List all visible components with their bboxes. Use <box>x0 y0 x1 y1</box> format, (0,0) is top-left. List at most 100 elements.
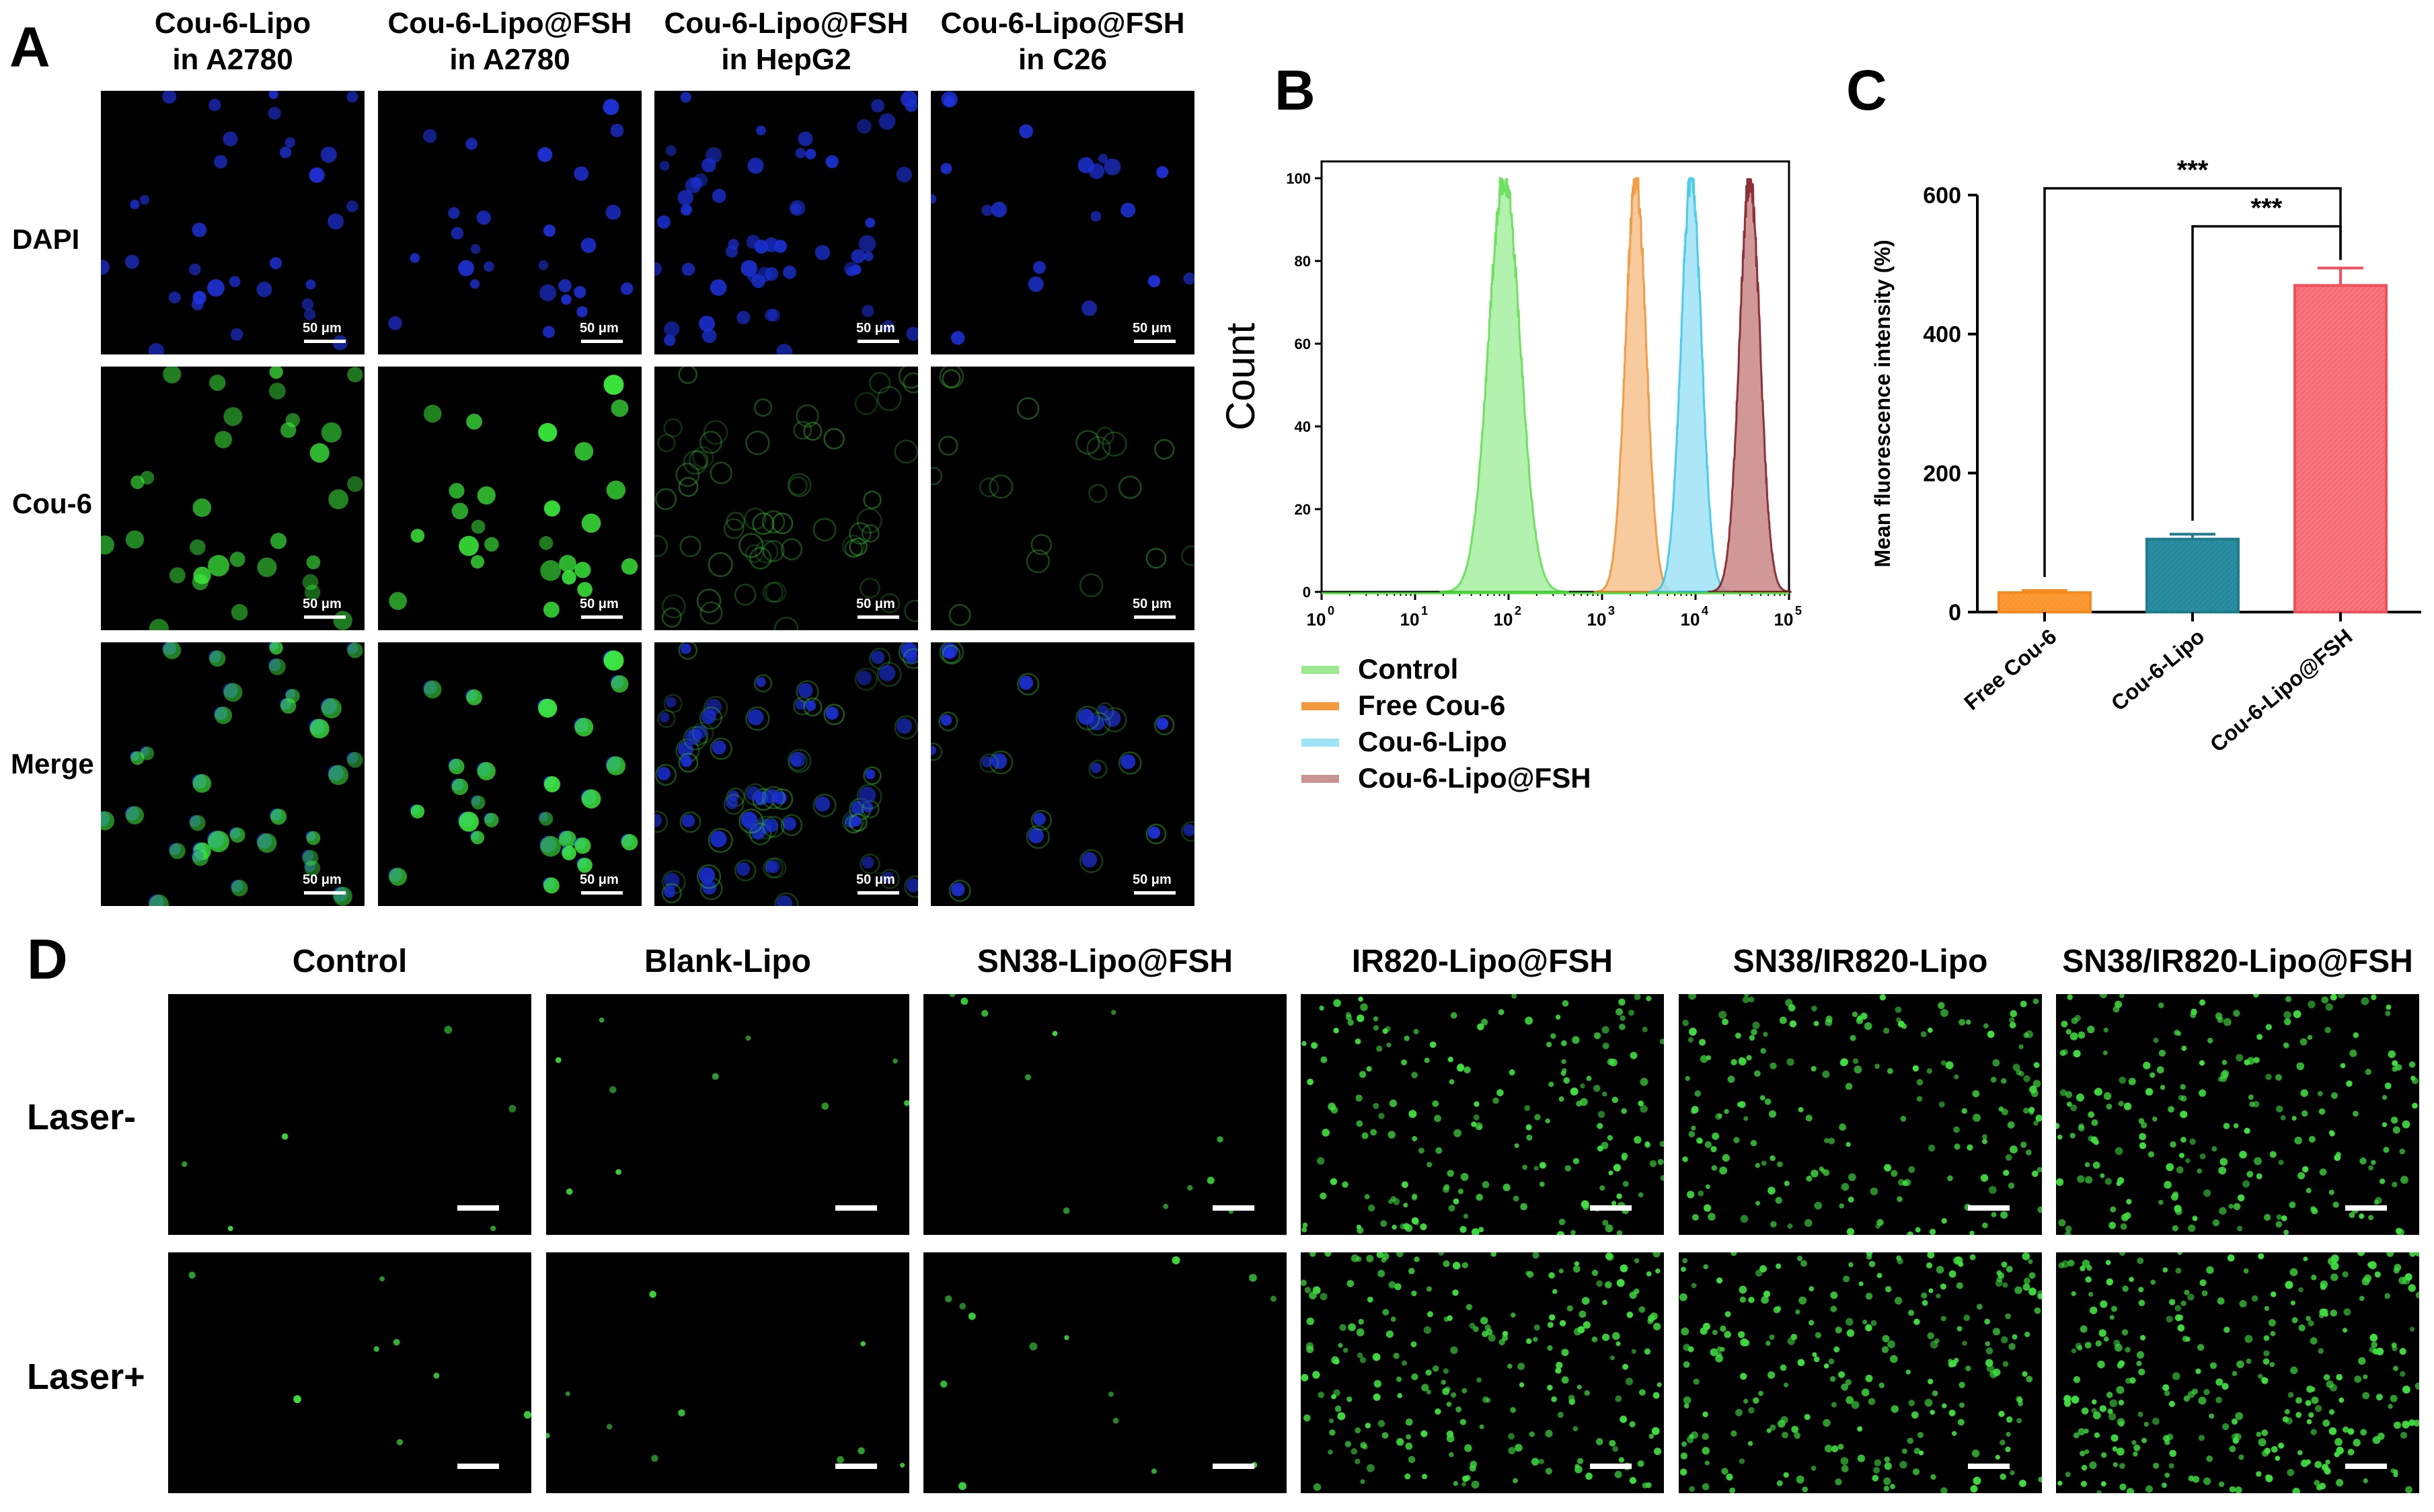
cell-dot <box>1619 1023 1626 1030</box>
cell-dot <box>1514 1143 1519 1148</box>
cell-dot <box>1720 1325 1726 1332</box>
cell-membrane <box>849 537 868 556</box>
cell-membrane <box>708 827 733 854</box>
scale-label: 50 μm <box>303 597 342 611</box>
cell-dot <box>1883 1477 1891 1485</box>
cell-membrane <box>849 522 872 545</box>
cell-dot <box>2106 1278 2114 1286</box>
cell-dot <box>2088 1111 2095 1119</box>
cell-fluorescence <box>270 533 287 550</box>
cell-dot <box>1373 1393 1381 1401</box>
cell-dot <box>2283 1011 2291 1019</box>
cell-dot <box>1207 1176 1215 1184</box>
cell-dot <box>1319 1006 1324 1011</box>
cell-dot <box>1346 1280 1355 1287</box>
cell-dot <box>1682 1258 1688 1264</box>
cell-dot <box>2174 1305 2181 1312</box>
cell-dot <box>1411 1195 1417 1201</box>
cell-dot <box>2305 1459 2311 1465</box>
cell-fluorescence <box>562 845 576 861</box>
cell-dot <box>1248 1273 1257 1282</box>
cell-dot <box>1696 1137 1703 1144</box>
cell-dot <box>1970 1485 1978 1493</box>
nucleus <box>751 274 765 289</box>
cell-dot <box>1638 1306 1646 1313</box>
nucleus <box>798 683 813 698</box>
cell-dot <box>2311 1275 2317 1281</box>
cell-dot <box>1580 1083 1585 1089</box>
cell-dot <box>2217 1297 2225 1305</box>
cell-dot <box>1337 1412 1346 1421</box>
cell-dot <box>2253 1057 2260 1063</box>
cell-dot <box>2221 1059 2228 1065</box>
cell-dot <box>1396 1438 1404 1446</box>
cell-dot <box>2338 1397 2345 1403</box>
cell-dot <box>1752 1021 1760 1030</box>
cell-dot <box>1508 1447 1516 1455</box>
cell-dot <box>2393 1421 2401 1429</box>
cell-dot <box>1769 1334 1775 1340</box>
nucleus <box>944 648 955 658</box>
cell-dot <box>2090 1306 2098 1314</box>
cell-dot <box>2136 1351 2145 1359</box>
cell-dot <box>1513 1478 1518 1484</box>
scale-label: 50 μm <box>856 872 895 887</box>
cell-dot <box>2188 1224 2196 1232</box>
cell-dot <box>1716 1352 1722 1357</box>
cell-dot <box>1461 1388 1468 1394</box>
nucleus <box>1183 272 1194 285</box>
cell-dot <box>2256 1431 2262 1437</box>
nucleus <box>789 200 806 216</box>
cell-dot <box>2386 1252 2394 1257</box>
cell-dot <box>1507 1363 1513 1369</box>
cell-dot <box>1798 1106 1804 1112</box>
cell-dot <box>1865 1374 1873 1382</box>
nucleus <box>268 106 281 120</box>
cell-dot <box>1983 1023 1989 1029</box>
cell-dot <box>2330 994 2337 1001</box>
cell-dot <box>1324 1252 1332 1257</box>
cell-dot <box>1545 1468 1552 1475</box>
cell-dot <box>2137 1257 2144 1264</box>
cell-dot <box>1691 1283 1697 1289</box>
cell-dot <box>2065 1028 2071 1035</box>
nucleus <box>776 895 793 906</box>
cell-dot <box>1895 1017 1901 1023</box>
cell-membrane <box>938 712 958 732</box>
cell-dot <box>2160 1085 2166 1090</box>
cell-dot <box>1823 1169 1830 1176</box>
cell-dot <box>2394 1264 2402 1271</box>
cell-dot <box>2012 1334 2018 1340</box>
cell-dot <box>2184 1289 2190 1295</box>
nucleus <box>1120 202 1136 218</box>
cell-dot <box>1488 1334 1496 1342</box>
cell-dot <box>1722 1154 1730 1162</box>
cell-membrane <box>898 367 918 389</box>
cell-dot <box>2369 1333 2378 1342</box>
column-header: Cou-6-Lipo@FSH in C26 <box>917 5 1208 78</box>
nucleus <box>882 320 894 332</box>
cell-fluorescence <box>347 367 363 383</box>
nucleus <box>746 235 761 249</box>
nucleus <box>1104 158 1121 176</box>
cell-fluorescence <box>538 422 558 443</box>
cell-dot <box>1270 1295 1277 1302</box>
cell-dot <box>2138 1368 2145 1376</box>
cell-dot <box>1339 1324 1346 1331</box>
cell-dot <box>1620 1015 1626 1021</box>
cell-dot <box>1913 1447 1921 1455</box>
cell-dot <box>1679 1468 1687 1476</box>
cell-fluorescence <box>285 413 300 428</box>
cell-dot <box>2084 1341 2092 1349</box>
cell-dot <box>1956 1326 1963 1332</box>
cell-dot <box>1683 1361 1690 1368</box>
cell-dot <box>1414 1219 1420 1225</box>
cell-dot <box>2080 1325 2088 1333</box>
cell-dot <box>1784 1180 1790 1186</box>
cell-dot <box>1760 1048 1766 1054</box>
cell-dot <box>1492 1097 1499 1104</box>
micrograph-tile: 50 μm <box>654 367 918 630</box>
panel-b-letter: B <box>1275 59 1316 122</box>
micrograph-tile: 50 μm <box>654 642 918 906</box>
cell-dot <box>1052 1030 1058 1036</box>
